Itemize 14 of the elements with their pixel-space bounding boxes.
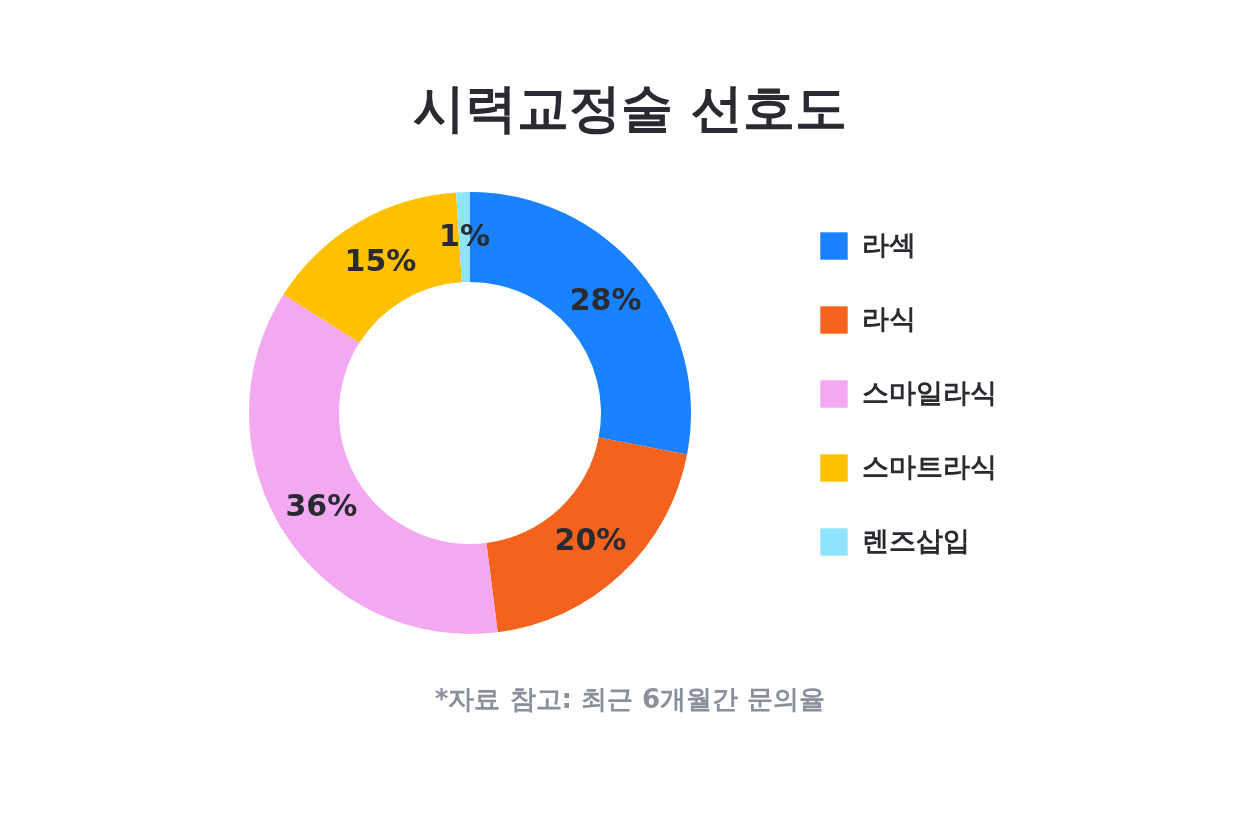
data-label: 36%: [285, 488, 358, 524]
legend-label: 스마일라식: [862, 377, 997, 408]
legend-label: 라식: [862, 303, 916, 334]
legend-label: 스마트라식: [862, 451, 997, 482]
chart-title: 시력교정술 선호도: [412, 78, 848, 138]
text: *자료 참고: 최근 6개월간 문의율: [434, 684, 826, 714]
data-label: 20%: [554, 522, 627, 558]
donut-slice: [249, 294, 498, 634]
donut-slice: [486, 437, 688, 633]
data-label: 28%: [569, 281, 642, 317]
data-label: 1%: [439, 218, 490, 254]
legend-label: 라섹: [862, 229, 916, 260]
legend-label: 렌즈삽입: [862, 525, 970, 556]
data-label: 15%: [344, 242, 417, 278]
